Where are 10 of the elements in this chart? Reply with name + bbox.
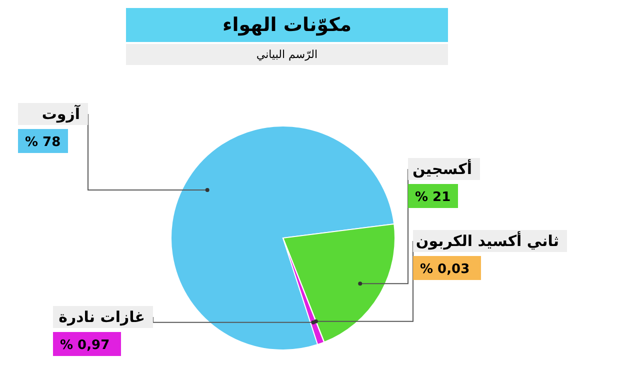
- data-label: % 0,03: [420, 262, 470, 277]
- data-label: % 78: [25, 135, 61, 150]
- chart-title: مكوّنات الهواء: [126, 8, 448, 42]
- data-label: % 21: [415, 190, 451, 205]
- data-label: % 0,97: [60, 338, 110, 353]
- slice-label: آزوت: [42, 104, 81, 123]
- slice-label: أكسجين: [412, 159, 472, 178]
- slice-label: ثاني أكسيد الكربون: [416, 231, 559, 250]
- chart-subtitle: الرّسم البياني: [126, 44, 448, 65]
- slice-label: غازات نادرة: [58, 308, 145, 326]
